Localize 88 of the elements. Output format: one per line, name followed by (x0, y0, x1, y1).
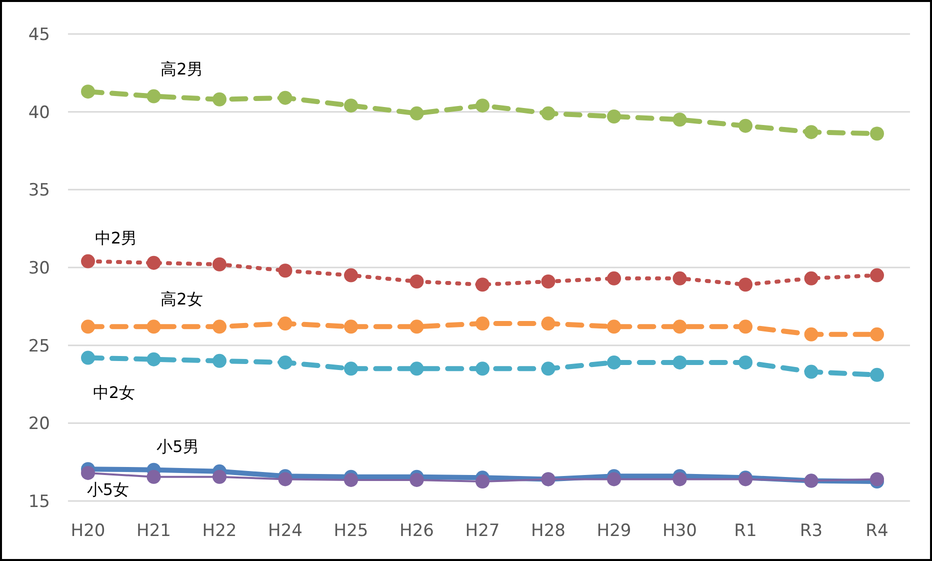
point (146, 256, 161, 270)
x-tick-label: H29 (596, 521, 632, 541)
point (344, 98, 358, 113)
point (278, 472, 292, 486)
x-tick-label: R4 (866, 521, 888, 541)
x-tick-label: H21 (136, 521, 171, 541)
point (410, 106, 424, 120)
point (672, 472, 687, 486)
point (738, 118, 752, 133)
y-tick-label: 25 (28, 336, 50, 356)
point (81, 466, 95, 480)
point (81, 84, 95, 99)
x-tick-label: H24 (268, 521, 302, 541)
x-tick-label: H20 (70, 521, 106, 541)
point (804, 364, 818, 379)
point (607, 355, 621, 370)
point (541, 362, 556, 376)
point (212, 92, 226, 106)
point (607, 472, 621, 486)
point (146, 320, 161, 334)
y-tick-label: 40 (28, 102, 50, 123)
point (344, 320, 358, 334)
series-label: 小5女 (86, 480, 130, 499)
x-tick-label: R1 (734, 521, 757, 541)
point (804, 327, 818, 342)
point (212, 354, 226, 368)
point (476, 98, 490, 113)
point (738, 278, 752, 292)
point (804, 125, 818, 140)
y-tick-label: 15 (28, 492, 50, 512)
series-label: 高2女 (160, 290, 203, 309)
point (212, 320, 226, 334)
x-tick-label: H26 (400, 521, 434, 541)
y-tick-label: 20 (28, 414, 50, 434)
point (607, 271, 621, 286)
point (541, 316, 556, 331)
x-tick-label: R3 (800, 521, 823, 541)
point (541, 106, 556, 120)
series-label: 高2男 (160, 59, 203, 78)
point (870, 327, 884, 342)
point (410, 362, 424, 376)
y-tick-label: 35 (28, 180, 50, 201)
x-tick-label: H28 (531, 521, 566, 541)
point (672, 271, 687, 286)
point (607, 320, 621, 334)
point (410, 274, 424, 289)
point (212, 470, 226, 484)
point (804, 271, 818, 286)
y-tick-label: 45 (28, 24, 50, 45)
point (146, 352, 161, 366)
point (81, 320, 95, 334)
x-tick-label: H27 (465, 521, 500, 541)
point (410, 472, 424, 487)
series-label: 中2男 (94, 228, 138, 248)
x-tick-label: H22 (202, 521, 237, 541)
point (476, 474, 490, 489)
point (278, 264, 292, 278)
point (672, 112, 687, 127)
point (146, 470, 161, 484)
point (81, 350, 95, 365)
point (607, 110, 621, 124)
x-tick-label: H25 (334, 521, 368, 541)
point (870, 126, 884, 141)
point (278, 316, 292, 331)
point (81, 254, 95, 268)
point (278, 355, 292, 370)
point (672, 320, 687, 334)
point (738, 355, 752, 370)
point (870, 472, 884, 486)
point (870, 368, 884, 382)
point (672, 355, 687, 370)
point (344, 362, 358, 376)
point (146, 89, 161, 104)
point (410, 320, 424, 334)
series-label: 中2女 (92, 382, 136, 402)
y-tick-label: 30 (28, 258, 50, 278)
point (344, 268, 358, 282)
point (870, 268, 884, 282)
point (344, 472, 358, 487)
point (212, 257, 226, 272)
series-label: 小5男 (156, 436, 199, 456)
point (278, 90, 292, 105)
point (476, 278, 490, 292)
x-tick-label: H30 (662, 521, 697, 541)
point (476, 362, 490, 376)
point (738, 320, 752, 334)
point (541, 274, 556, 289)
point (476, 316, 490, 331)
